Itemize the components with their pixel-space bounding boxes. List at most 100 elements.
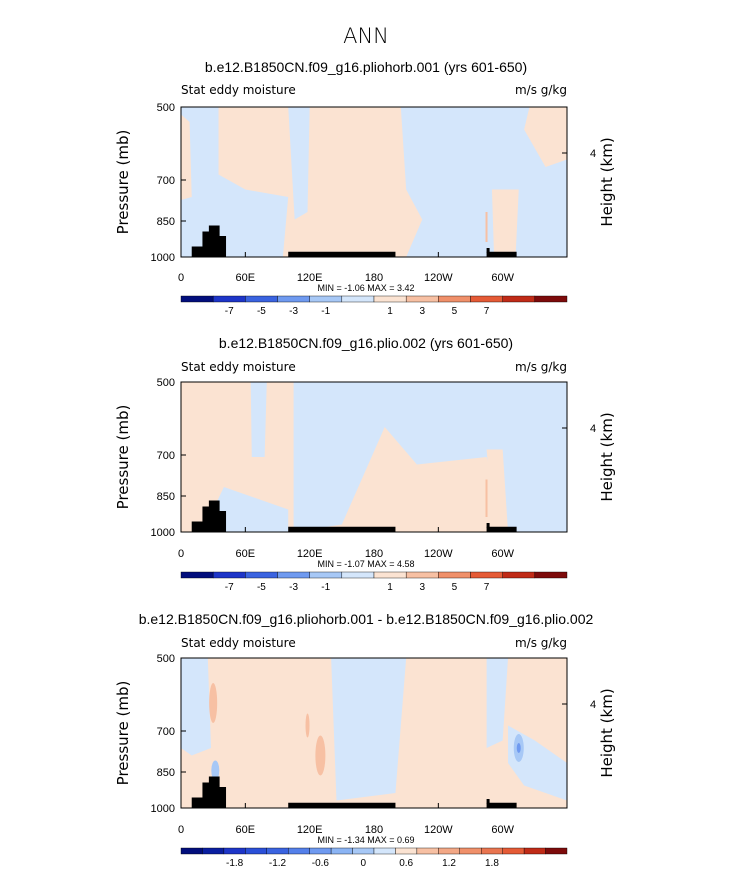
colorbar-box xyxy=(223,847,246,855)
x-tick-label: 180 xyxy=(365,548,383,560)
x-tick-label: 180 xyxy=(365,272,383,284)
x-tick-label: 60W xyxy=(491,548,514,560)
colorbar-tick-label: -1.8 xyxy=(226,858,244,869)
colorbar-tick-label: 1.2 xyxy=(442,858,456,869)
colorbar-tick-label: 1 xyxy=(387,306,393,317)
colorbar-box xyxy=(266,847,289,855)
y-tick-label: 500 xyxy=(157,102,175,114)
panel-1: b.e12.B1850CN.f09_g16.pliohorb.001 (yrs … xyxy=(114,59,616,317)
colorbar-tick-label: -5 xyxy=(257,582,266,593)
colorbar-box xyxy=(502,571,536,579)
colorbar-tick-label: 7 xyxy=(484,306,490,317)
heatmap-field xyxy=(181,107,567,257)
colorbar-box xyxy=(405,295,439,303)
panel-left-label: Stat eddy moisture xyxy=(181,360,296,374)
colorbar-box xyxy=(180,571,214,579)
colorbar-tick-label: -1 xyxy=(321,306,330,317)
x-tick-label: 0 xyxy=(178,272,184,284)
colorbar-tick-label: -7 xyxy=(225,582,234,593)
colorbar-tick-label: -1.2 xyxy=(269,858,287,869)
x-tick-label: 60E xyxy=(236,548,256,560)
y-tick-label: 850 xyxy=(157,767,175,779)
panel-left-label: Stat eddy moisture xyxy=(181,83,296,97)
colorbar-box xyxy=(180,847,203,855)
y-tick-label: 500 xyxy=(157,377,175,389)
y-right-tick-label: 4 xyxy=(590,148,596,160)
colorbar-box xyxy=(502,295,536,303)
colorbar-box xyxy=(470,295,503,303)
y-tick-label: 850 xyxy=(157,491,175,503)
min-max-stats: MIN = -1.34 MAX = 0.69 xyxy=(317,835,414,845)
colorbar-tick-label: 1.8 xyxy=(485,858,499,869)
x-tick-label: 0 xyxy=(178,548,184,560)
colorbar-box xyxy=(373,571,407,579)
y-axis-title: Pressure (mb) xyxy=(114,681,132,786)
colorbar-box xyxy=(309,847,332,855)
y-tick-label: 700 xyxy=(157,726,175,738)
y-tick-label: 1000 xyxy=(151,803,175,815)
colorbar-tick-label: 7 xyxy=(484,582,490,593)
y-right-tick-label: 4 xyxy=(590,423,596,435)
panel-3: b.e12.B1850CN.f09_g16.pliohorb.001 - b.e… xyxy=(114,611,616,869)
colorbar-tick-label: 5 xyxy=(452,582,458,593)
colorbar-box xyxy=(459,847,482,855)
y-axis-title: Pressure (mb) xyxy=(114,130,132,235)
y-tick-label: 700 xyxy=(157,450,175,462)
colorbar-box xyxy=(277,295,310,303)
x-tick-label: 60W xyxy=(491,272,514,284)
colorbar: -1.8 -1.2 -0.6 0 0.6 1.2 1.8 xyxy=(180,847,568,869)
colorbar-box xyxy=(341,571,375,579)
colorbar-tick-label: 5 xyxy=(452,306,458,317)
y-tick-label: 500 xyxy=(157,653,175,665)
colorbar-box xyxy=(470,571,503,579)
x-tick-label: 120E xyxy=(297,824,323,836)
x-tick-label: 120E xyxy=(297,548,323,560)
panel-2: b.e12.B1850CN.f09_g16.plio.002 (yrs 601-… xyxy=(114,335,616,593)
y-axis-title: Pressure (mb) xyxy=(114,405,132,510)
min-max-stats: MIN = -1.07 MAX = 4.58 xyxy=(317,559,414,569)
colorbar-tick-label: 3 xyxy=(419,582,425,593)
colorbar-box xyxy=(395,847,418,855)
panel-right-label: m/s g/kg xyxy=(515,636,567,650)
colorbar-box xyxy=(534,295,568,303)
heatmap-field xyxy=(181,382,567,532)
min-max-stats: MIN = -1.06 MAX = 3.42 xyxy=(317,283,414,293)
heatmap-field xyxy=(181,658,567,808)
panel-right-label: m/s g/kg xyxy=(515,360,567,374)
x-tick-label: 180 xyxy=(365,824,383,836)
colorbar-tick-label: -7 xyxy=(225,306,234,317)
colorbar-box xyxy=(245,295,278,303)
colorbar-tick-label: 3 xyxy=(419,306,425,317)
colorbar-box xyxy=(523,847,546,855)
colorbar-box xyxy=(438,847,460,855)
colorbar-box xyxy=(309,571,343,579)
colorbar-tick-label: 1 xyxy=(387,582,393,593)
x-tick-label: 120W xyxy=(424,272,453,284)
x-tick-label: 60E xyxy=(236,824,256,836)
colorbar-box xyxy=(352,847,375,855)
colorbar-tick-label: -5 xyxy=(257,306,266,317)
colorbar-box xyxy=(405,571,439,579)
y-tick-label: 1000 xyxy=(151,527,175,539)
colorbar-box xyxy=(330,847,353,855)
panel-title: b.e12.B1850CN.f09_g16.pliohorb.001 (yrs … xyxy=(205,59,527,75)
colorbar-box xyxy=(277,571,310,579)
colorbar-tick-label: 0.6 xyxy=(399,858,413,869)
x-tick-label: 120W xyxy=(424,548,453,560)
x-tick-label: 0 xyxy=(178,824,184,836)
colorbar-box xyxy=(373,295,407,303)
colorbar-box xyxy=(309,295,343,303)
colorbar-box xyxy=(481,847,503,855)
colorbar-box xyxy=(438,571,471,579)
colorbar: -7 -5 -3 -1 1 3 5 7 xyxy=(180,571,568,593)
colorbar-box xyxy=(438,295,471,303)
y-right-axis-title: Height (km) xyxy=(598,688,616,777)
panel-title: b.e12.B1850CN.f09_g16.pliohorb.001 - b.e… xyxy=(139,611,594,627)
colorbar-tick-label: -3 xyxy=(289,582,298,593)
colorbar-box xyxy=(416,847,439,855)
x-tick-label: 120W xyxy=(424,824,453,836)
colorbar-box xyxy=(341,295,375,303)
x-tick-label: 120E xyxy=(297,272,323,284)
colorbar-tick-label: -1 xyxy=(321,582,330,593)
